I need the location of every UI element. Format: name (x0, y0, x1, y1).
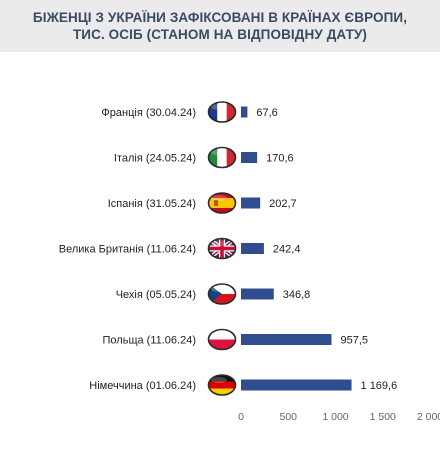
value-label: 1 169,6 (361, 380, 398, 392)
bar (241, 334, 332, 345)
uk-flag-icon (207, 237, 237, 260)
bar-row: Чехія (05.05.24) 346,8 (116, 283, 311, 305)
chart-title: БІЖЕНЦІ З УКРАЇНИ ЗАФІКСОВАНІ В КРАЇНАХ … (0, 9, 440, 43)
spain-flag-icon (207, 192, 237, 214)
value-label: 67,6 (256, 107, 277, 119)
bar-row: Німеччина (01.06.24) 1 169,6 (89, 374, 398, 396)
category-label: Італія (24.05.24) (114, 153, 196, 165)
bar (241, 197, 261, 209)
bar (241, 152, 258, 163)
bar-row: Іспанія (31.05.24) 202,7 (108, 192, 297, 214)
x-tick-label: 1 000 (322, 411, 348, 423)
chart-title-line-1: БІЖЕНЦІ З УКРАЇНИ ЗАФІКСОВАНІ В КРАЇНАХ … (32, 10, 408, 25)
x-tick-label: 2 000 (417, 411, 440, 423)
italy-flag-icon (207, 146, 237, 169)
category-label: Чехія (05.05.24) (116, 289, 196, 301)
value-label: 346,8 (283, 289, 311, 301)
x-tick-label: 1 500 (370, 411, 396, 423)
bar-row: Польща (11.06.24) 957,5 (103, 328, 368, 351)
x-axis-ticks: 0 500 1 000 1 500 2 000 (238, 411, 440, 423)
category-label: Німеччина (01.06.24) (89, 380, 196, 392)
bar-row: Франція (30.04.24) 67,6 (101, 101, 278, 123)
bar (241, 243, 264, 254)
france-flag-icon (207, 101, 237, 123)
bar (241, 379, 352, 391)
value-label: 170,6 (266, 153, 294, 165)
value-label: 202,7 (269, 198, 297, 210)
x-tick-label: 0 (238, 411, 244, 423)
x-tick-label: 500 (279, 411, 297, 423)
value-label: 957,5 (340, 335, 368, 347)
bar (241, 106, 248, 118)
category-label: Велика Британія (11.06.24) (59, 244, 196, 256)
title-band (0, 0, 440, 52)
category-label: Іспанія (31.05.24) (108, 198, 196, 210)
bar-row: Велика Британія (11.06.24) 242,4 (59, 237, 301, 260)
czech-flag-icon (207, 283, 237, 305)
category-label: Польща (11.06.24) (103, 335, 196, 347)
value-label: 242,4 (273, 244, 301, 256)
bar (241, 288, 274, 300)
chart-title-line-2: ТИС. ОСІБ (СТАНОМ НА ВІДПОВІДНУ ДАТУ) (72, 27, 368, 42)
germany-flag-icon (207, 374, 237, 396)
bar-row: Італія (24.05.24) 170,6 (114, 146, 294, 169)
bars-layer: Франція (30.04.24) 67,6 Італія (24.05.24) 1… (59, 101, 398, 396)
category-label: Франція (30.04.24) (101, 107, 196, 119)
poland-flag-icon (207, 328, 237, 351)
